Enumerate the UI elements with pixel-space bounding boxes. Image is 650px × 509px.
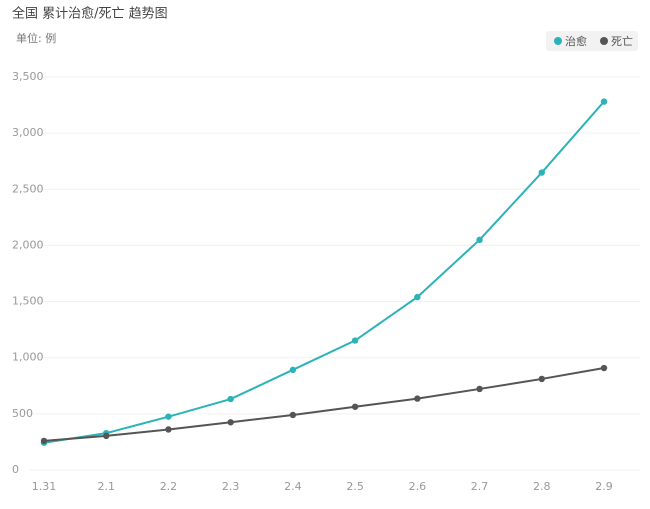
data-point bbox=[227, 419, 234, 426]
legend-label: 死亡 bbox=[611, 34, 633, 48]
legend-marker bbox=[554, 37, 562, 45]
y-tick-label: 2,500 bbox=[12, 182, 44, 195]
data-point bbox=[538, 169, 545, 176]
x-tick-label: 2.9 bbox=[595, 480, 613, 493]
legend-marker bbox=[600, 37, 608, 45]
data-point bbox=[600, 98, 608, 105]
data-point bbox=[289, 411, 297, 419]
data-point bbox=[165, 426, 172, 433]
x-tick-label: 1.31 bbox=[32, 480, 57, 493]
x-tick-label: 2.3 bbox=[222, 480, 240, 493]
x-tick-label: 2.1 bbox=[97, 480, 115, 493]
x-tick-label: 2.5 bbox=[346, 480, 364, 493]
x-tick-label: 2.8 bbox=[533, 480, 551, 493]
data-point bbox=[40, 437, 48, 445]
chart-subtitle: 单位: 例 bbox=[16, 31, 56, 45]
legend-label: 治愈 bbox=[565, 34, 587, 48]
y-tick-label: 3,000 bbox=[12, 126, 44, 139]
data-point bbox=[289, 366, 297, 374]
data-point bbox=[476, 236, 483, 244]
data-point bbox=[227, 395, 234, 403]
series-line bbox=[43, 367, 605, 442]
x-tick-label: 2.7 bbox=[471, 480, 489, 493]
y-tick-label: 0 bbox=[12, 463, 19, 476]
series-line bbox=[43, 100, 605, 444]
data-point bbox=[538, 375, 545, 383]
y-tick-label: 1,500 bbox=[12, 295, 44, 308]
y-tick-label: 2,000 bbox=[12, 238, 44, 251]
data-point bbox=[600, 364, 608, 372]
data-point bbox=[351, 403, 359, 410]
data-point bbox=[103, 432, 110, 440]
y-tick-label: 500 bbox=[12, 407, 33, 420]
chart-title: 全国 累计治愈/死亡 趋势图 bbox=[12, 6, 168, 22]
x-tick-label: 2.4 bbox=[284, 480, 302, 493]
x-tick-label: 2.6 bbox=[409, 480, 427, 493]
x-tick-label: 2.2 bbox=[160, 480, 178, 493]
data-point bbox=[351, 337, 359, 344]
legend-box bbox=[546, 31, 638, 51]
y-tick-label: 1,000 bbox=[12, 351, 44, 364]
data-point bbox=[414, 395, 421, 402]
y-tick-label: 3,500 bbox=[12, 70, 44, 83]
data-point bbox=[414, 293, 421, 301]
data-point bbox=[476, 385, 483, 393]
data-point bbox=[165, 413, 172, 420]
